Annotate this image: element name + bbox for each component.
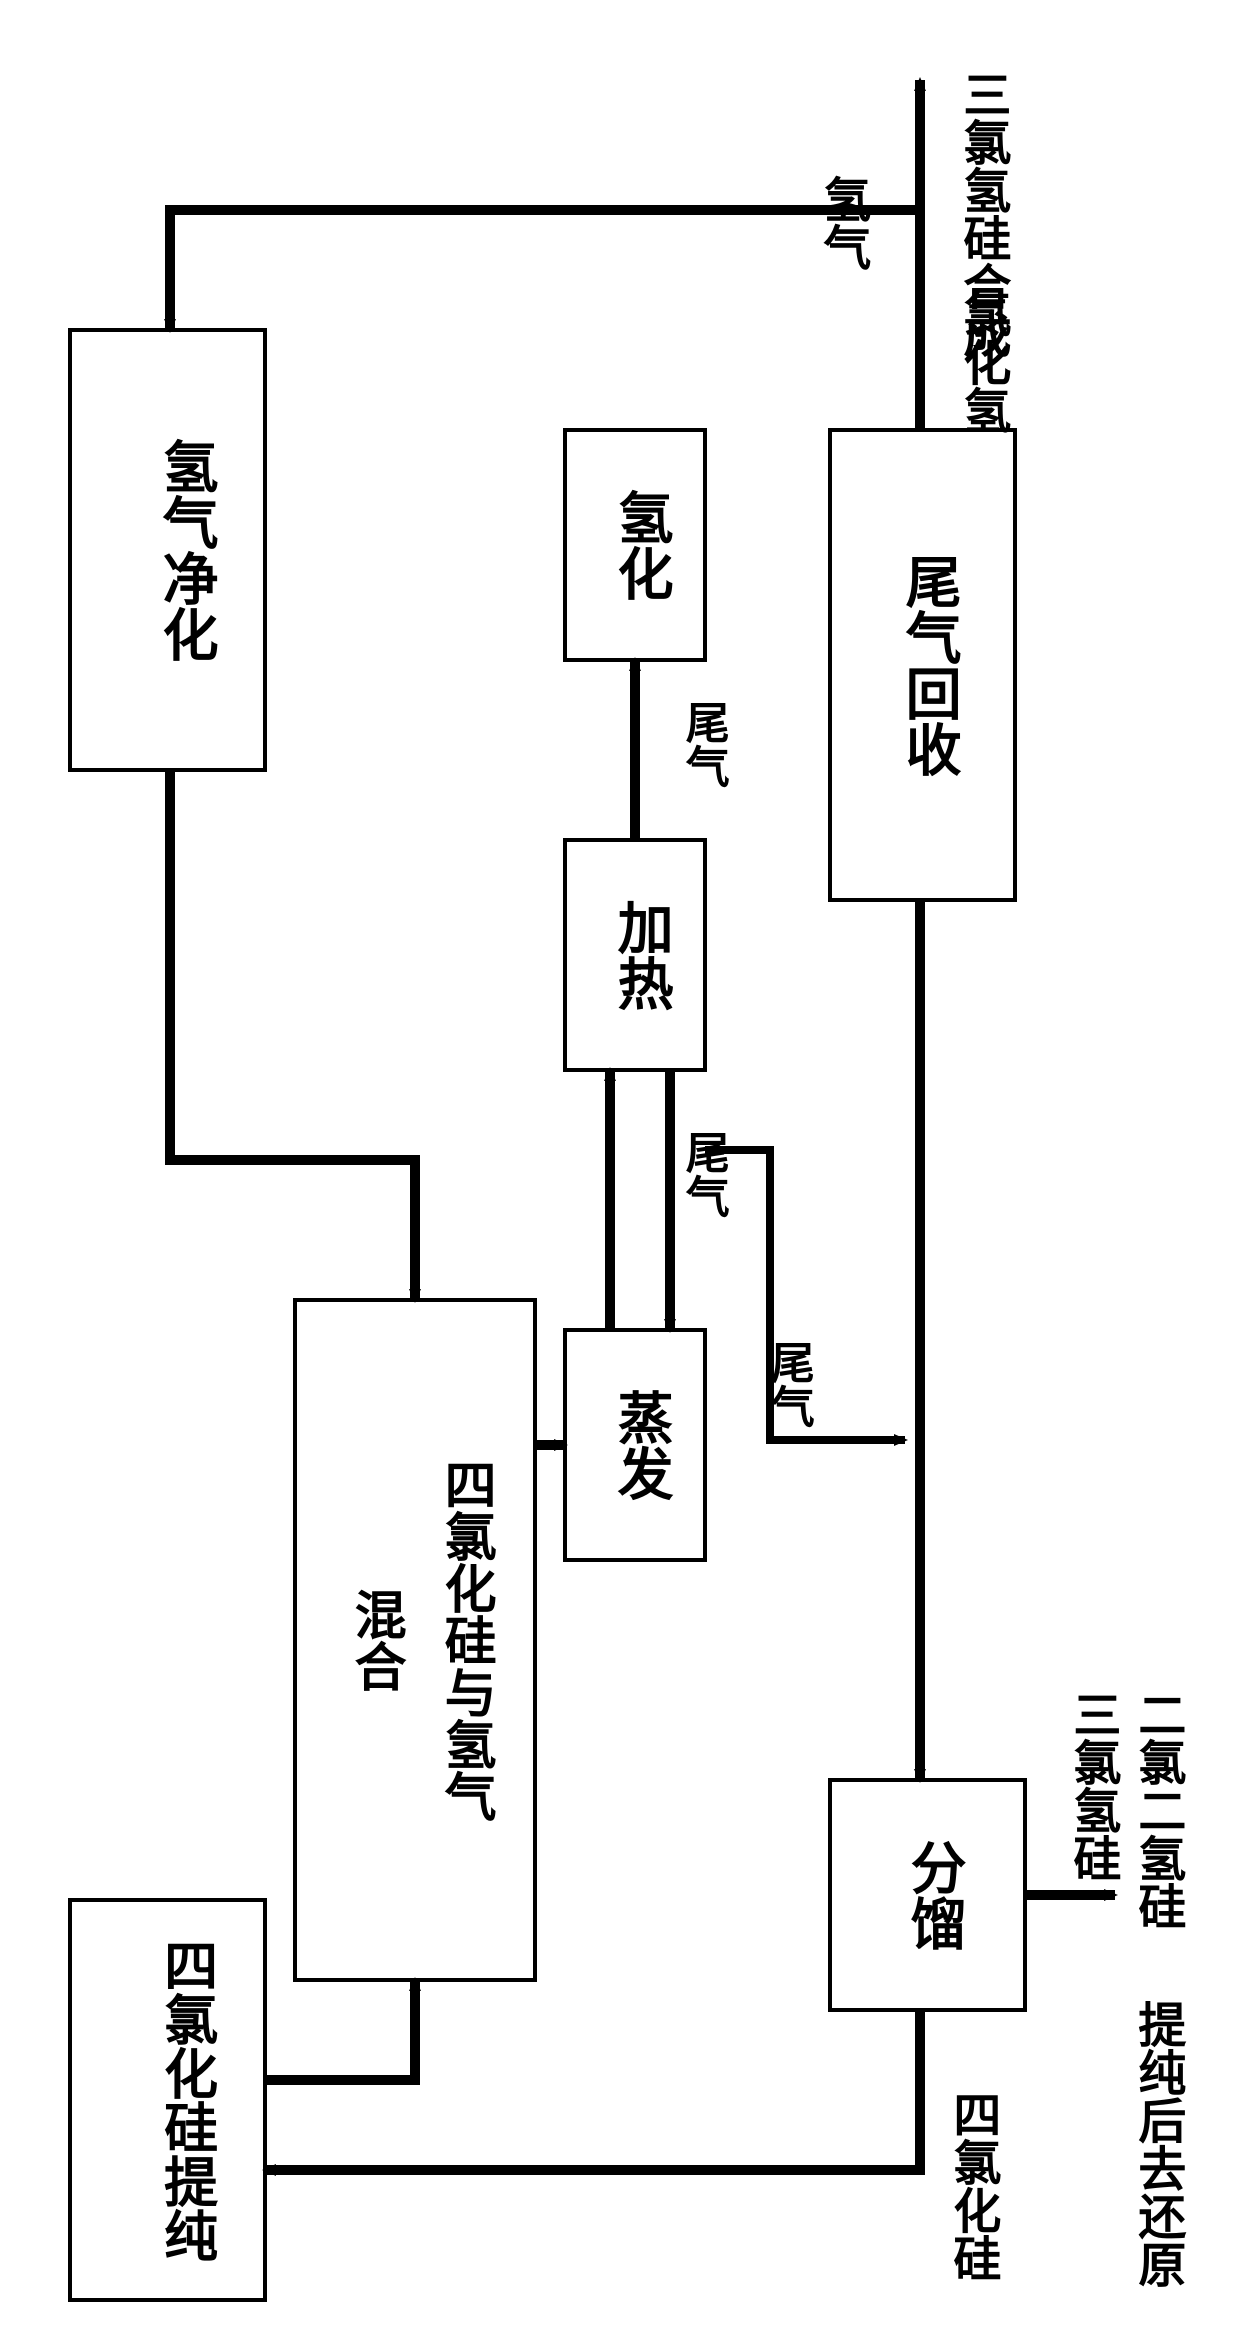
mix-label-line2: 混合 bbox=[346, 1588, 406, 1692]
label-out1: 三氯氢硅 bbox=[1065, 1690, 1121, 1882]
tailrec-label: 尾气回收 bbox=[897, 553, 961, 777]
arrow-h2-recycle bbox=[170, 210, 920, 330]
arrow-sicl4p-to-mix bbox=[265, 1980, 415, 2080]
label-out2: 二氯二氢硅 bbox=[1130, 1690, 1186, 1930]
h2-purify-label: 氢气净化 bbox=[154, 438, 218, 662]
heat-label: 加热 bbox=[609, 899, 673, 1011]
sicl4-purify-label: 四氯化硅提纯 bbox=[156, 1938, 218, 2262]
mix-box bbox=[295, 1300, 535, 1980]
label-out3: 提纯后去还原 bbox=[1130, 2000, 1186, 2288]
label-tail3: 尾气 bbox=[764, 1340, 815, 1428]
arrow-sicl4purify-to-mix bbox=[170, 1640, 295, 1900]
arrow-fenliu-to-sicl4p bbox=[265, 2010, 920, 2170]
label-tail1: 尾气 bbox=[679, 700, 730, 788]
mix-label-line1: 四氯化硅与氢气 bbox=[436, 1458, 496, 1822]
label-sicl4-recycle: 四氯化硅 bbox=[945, 2090, 1001, 2282]
evap-label: 蒸发 bbox=[609, 1389, 673, 1501]
label-hcl: 氯化氢 bbox=[955, 290, 1011, 434]
arrow-sicl4purify-into-mix bbox=[170, 1770, 295, 1900]
arrow-h2purify-to-mix bbox=[170, 770, 415, 1300]
label-h2: 氢气 bbox=[815, 175, 871, 271]
hydro-label: 氢化 bbox=[609, 489, 672, 601]
fenliu-label: 分馏 bbox=[902, 1839, 966, 1951]
label-tail2: 尾气 bbox=[679, 1130, 730, 1218]
